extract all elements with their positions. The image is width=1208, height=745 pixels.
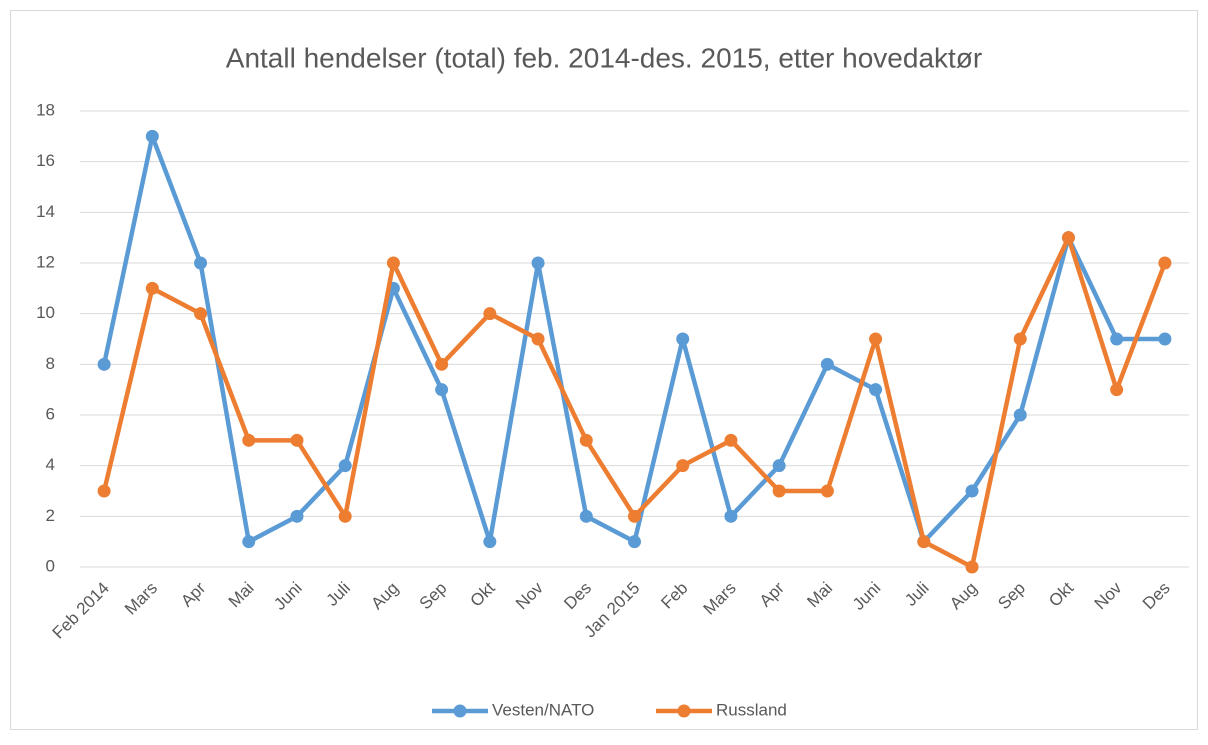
data-point — [965, 560, 979, 574]
data-point — [724, 433, 738, 447]
y-tick-label: 0 — [46, 556, 55, 575]
data-point — [531, 332, 545, 346]
data-point — [290, 433, 304, 447]
data-point — [579, 433, 593, 447]
data-point — [194, 307, 208, 321]
data-point — [97, 484, 111, 498]
data-point — [628, 509, 641, 523]
legend-marker — [453, 704, 467, 718]
data-point — [676, 332, 690, 346]
data-point — [242, 535, 256, 549]
y-tick-label: 10 — [36, 303, 55, 322]
data-point — [145, 129, 159, 143]
data-point — [1158, 332, 1172, 346]
data-point — [1013, 408, 1027, 422]
legend-label: Russland — [716, 700, 787, 719]
data-point — [869, 383, 883, 397]
data-point — [965, 484, 979, 498]
data-point — [1061, 231, 1075, 245]
y-tick-label: 8 — [46, 354, 55, 373]
data-point — [676, 459, 690, 473]
data-point — [483, 535, 497, 549]
y-tick-label: 18 — [36, 100, 55, 119]
y-tick-label: 16 — [36, 151, 55, 170]
data-point — [338, 459, 352, 473]
data-point — [435, 383, 449, 397]
y-tick-label: 4 — [46, 455, 55, 474]
data-point — [97, 357, 111, 371]
data-point — [194, 256, 208, 270]
data-point — [435, 357, 449, 371]
data-point — [820, 357, 834, 371]
data-point — [290, 509, 304, 523]
data-point — [579, 509, 593, 523]
y-tick-label: 14 — [36, 202, 55, 221]
data-point — [1013, 332, 1027, 346]
data-point — [724, 509, 738, 523]
data-point — [1158, 256, 1172, 270]
y-tick-label: 2 — [46, 506, 55, 525]
data-point — [531, 256, 545, 270]
data-point — [1110, 332, 1124, 346]
chart-title: Antall hendelser (total) feb. 2014-des. … — [226, 42, 982, 73]
data-point — [772, 484, 786, 498]
legend-marker — [677, 704, 691, 718]
data-point — [242, 433, 256, 447]
data-point — [483, 307, 497, 321]
data-point — [628, 535, 641, 549]
data-point — [772, 459, 786, 473]
data-point — [820, 484, 834, 498]
data-point — [145, 281, 159, 295]
data-point — [869, 332, 883, 346]
data-point — [386, 256, 400, 270]
data-point — [1110, 383, 1124, 397]
data-point — [338, 509, 352, 523]
data-point — [917, 535, 931, 549]
chart-border — [10, 10, 1198, 730]
y-tick-label: 12 — [36, 252, 55, 271]
legend-label: Vesten/NATO — [492, 700, 594, 719]
y-tick-label: 6 — [46, 404, 55, 423]
